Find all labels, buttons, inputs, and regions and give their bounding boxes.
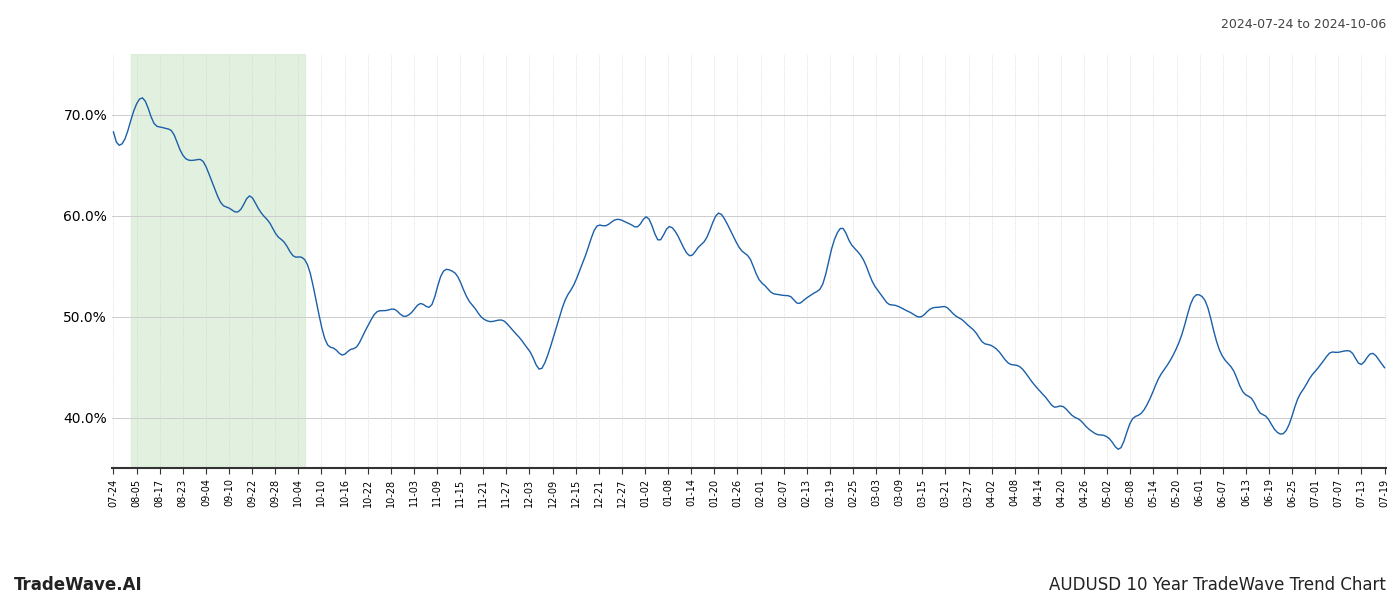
Text: 2024-07-24 to 2024-10-06: 2024-07-24 to 2024-10-06 [1221, 18, 1386, 31]
Bar [130, 54, 305, 468]
Text: AUDUSD 10 Year TradeWave Trend Chart: AUDUSD 10 Year TradeWave Trend Chart [1049, 576, 1386, 594]
Text: TradeWave.AI: TradeWave.AI [14, 576, 143, 594]
